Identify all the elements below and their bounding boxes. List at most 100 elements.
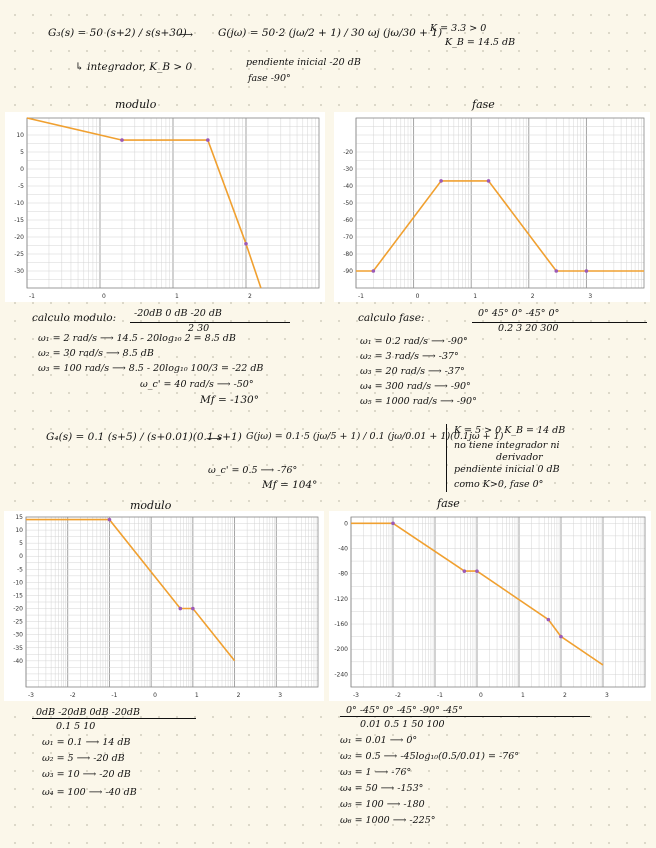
data-point [462,569,467,573]
y-tick-label: -30 [343,166,353,173]
y-tick-label: 5 [20,149,24,156]
fase-calc-heading: calculo fase: [358,312,425,324]
data-point [486,179,491,183]
fase2-axis-line [340,716,590,717]
x-tick-label: -3 [353,692,359,699]
y-tick-label: -20 [14,234,24,241]
x-tick-label: -2 [395,692,401,699]
mod2-calc-line: ω₂ = 5 ⟶ -20 dB [42,753,125,764]
data-point [475,569,479,573]
y-tick-label: -160 [334,621,348,628]
frequency-response-g4: G(jω) = 0.1·5 (jω/5 + 1) / 0.1 (jω/0.01 … [246,431,504,442]
x-tick-label: 2 [248,293,252,300]
y-tick-label: 10 [16,132,24,139]
data-point [371,269,376,273]
fase-calc-line: ω₃ = 20 rad/s ⟶ -37° [360,366,465,377]
data-point [206,138,210,142]
y-tick-label: -120 [334,596,348,603]
y-tick-label: -20 [13,606,23,613]
data-point [584,269,589,273]
arrow: ⟶ [178,29,194,41]
y-tick-label: -240 [334,671,348,678]
chart-svg: 0 -40 -80 -120 -160 -200 -240 -3 -2 -1 0 1 2 3 [334,516,646,699]
mod-calc-line: ω₁ = 2 rad/s ⟶ 14.5 - 20log₁₀ 2 = 8.5 dB [38,333,236,344]
chart-title-fase: fase [472,98,495,111]
data-point [107,517,112,522]
y-tick-label: -30 [13,632,23,639]
x-tick-label: -1 [437,692,443,699]
y-tick-label: -80 [338,571,348,578]
fase-calc-line: ω₄ = 300 rad/s ⟶ -90° [360,381,471,392]
data-point [546,617,551,622]
y-tick-label: -15 [13,592,23,599]
y-tick-label: -40 [338,545,348,552]
mod-slope-segments: -20dB 0 dB -20 dB [134,308,222,319]
fase-slope-segments: 0° 45° 0° -45° 0° [478,308,560,319]
x-tick-label: 0 [479,692,483,699]
x-tick-label: 1 [473,293,477,300]
x-tick-label: -3 [28,692,34,699]
y-tick-label: 0 [19,553,23,560]
x-tick-label: -1 [111,692,117,699]
mod2-breakpoints: 0.1 5 10 [56,721,96,732]
y-tick-label: 5 [19,540,23,547]
y-tick-label: -40 [13,658,23,665]
x-tick-label: 0 [153,692,157,699]
y-tick-label: -90 [343,268,353,275]
chart-title-fase: fase [437,497,460,510]
g4-note: K = 5 > 0 K_B = 14 dB [454,425,566,436]
y-tick-label: -200 [334,646,348,653]
fase2-calc-line: ω₂ = 0.5 ⟶ -45log₁₀(0.5/0.01) = -76° [340,751,519,762]
g4-note: como K>0, fase 0° [454,479,544,490]
mod-calc-line: ω₃ = 100 rad/s ⟶ 8.5 - 20log₁₀ 100/3 = -… [38,363,264,374]
fase2-breakpoints: 0.01 0.5 1 50 100 [360,719,445,730]
fase2-calc-line: ω₆ = 1000 ⟶ -225° [340,815,436,826]
mod-axis-line [130,322,290,323]
y-tick-label: -60 [343,217,353,224]
y-tick-label: -70 [343,234,353,241]
bode-phase-chart-2: 0 -40 -80 -120 -160 -200 -240 -3 -2 -1 0 1 2 3 [329,511,651,701]
y-tick-label: -35 [13,645,23,652]
initial-slope-note: pendiente inicial -20 dB [246,57,361,68]
y-tick-label: -10 [14,200,24,207]
bode-magnitude-chart-2: 15 10 5 0 -5 -10 -15 -20 -25 -30 -35 -40 -3 -2 -1 0 1 2 3 [4,511,324,701]
plot-frame [350,516,646,688]
transfer-function-g4: G₄(s) = 0.1 (s+5) / (s+0.01)(0.1 s+1) [46,431,242,443]
y-tick-label: -20 [343,149,353,156]
y-tick-label: -10 [13,579,23,586]
plot-frame [25,516,319,688]
y-tick-label: 0 [344,520,348,527]
x-tick-label: -1 [358,293,364,300]
x-tick-label: 2 [237,692,241,699]
fase-calc-line: ω₁ = 0.2 rad/s ⟶ -90° [360,336,468,347]
x-tick-label: -2 [70,692,76,699]
x-tick-label: 3 [588,293,592,300]
fase2-calc-line: ω₅ = 100 ⟶ -180 [340,799,425,810]
data-point [191,606,195,611]
data-point [559,634,563,639]
g4-note: derivador [496,452,543,463]
mod-crossover-line: ω_c' = 40 rad/s ⟶ -50° [140,379,254,390]
bode-magnitude-chart-1: 10 5 0 -5 -10 -15 -20 -25 -30 -1 0 1 2 [5,112,325,302]
y-tick-label: -50 [343,200,353,207]
phase-margin-1: Mf = -130° [200,394,259,406]
mod2-calc-line: ω₃ = 10 ⟶ -20 dB [42,769,131,780]
y-tick-label: -5 [18,183,24,190]
data-point [178,606,183,611]
phase-note: fase -90° [248,73,291,84]
fase2-slope-segments: 0° -45° 0° -45° -90° -45° [346,705,463,716]
fase-calc-line: ω₅ = 1000 rad/s ⟶ -90° [360,396,477,407]
mod-breakpoints: 2 30 [188,323,210,334]
chart-title-modulo: modulo [115,98,157,111]
plot-frame [26,117,320,289]
x-tick-label: 0 [102,293,106,300]
y-tick-label: 0 [20,166,24,173]
g4-note: no tiene integrador ni [454,440,560,451]
x-tick-label: 3 [278,692,282,699]
x-tick-label: -1 [29,293,35,300]
x-tick-label: 1 [175,293,179,300]
plot-frame [355,117,645,289]
